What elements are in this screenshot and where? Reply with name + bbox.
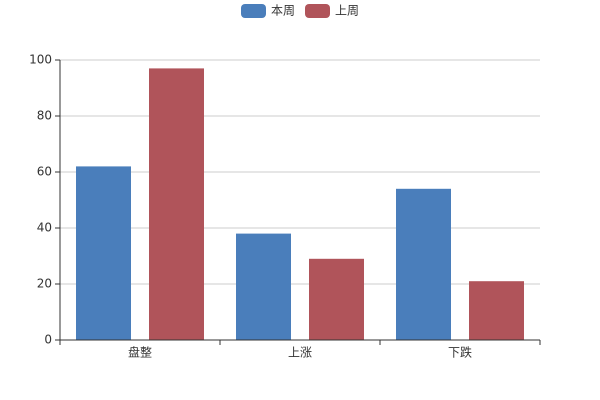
bar bbox=[309, 258, 364, 340]
x-tick-label: 下跌 bbox=[448, 345, 472, 360]
bar bbox=[396, 188, 451, 340]
y-tick-label: 80 bbox=[37, 109, 52, 123]
legend-label: 上周 bbox=[335, 4, 359, 18]
y-tick-label: 0 bbox=[44, 333, 52, 347]
bar bbox=[76, 166, 131, 340]
legend-swatch bbox=[305, 4, 330, 18]
bar bbox=[149, 68, 204, 341]
x-tick-label: 上涨 bbox=[288, 345, 312, 360]
y-tick-label: 40 bbox=[37, 221, 52, 235]
y-tick-label: 60 bbox=[37, 165, 52, 179]
bar bbox=[236, 233, 291, 340]
legend-swatch bbox=[241, 4, 266, 18]
legend-label: 本周 bbox=[271, 4, 295, 18]
y-tick-label: 100 bbox=[29, 53, 52, 67]
x-tick-label: 盘整 bbox=[128, 345, 152, 360]
bar bbox=[469, 281, 524, 340]
y-tick-label: 20 bbox=[37, 277, 52, 291]
